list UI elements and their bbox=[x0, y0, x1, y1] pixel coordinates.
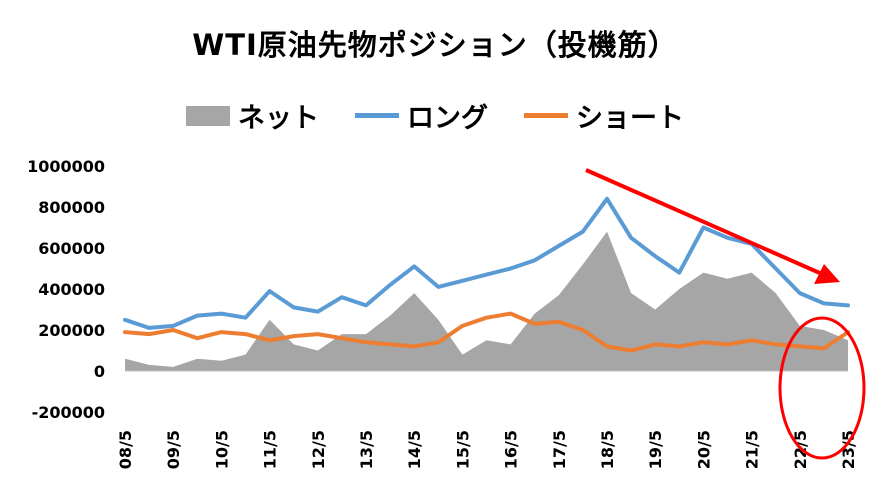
legend-label-net: ネット bbox=[238, 103, 319, 134]
series-area-net bbox=[125, 231, 848, 371]
y-tick-label: -200000 bbox=[32, 403, 105, 422]
y-tick-label: 400000 bbox=[38, 280, 105, 299]
x-tick-label: 20/5 bbox=[694, 430, 713, 469]
x-tick-label: 13/5 bbox=[357, 430, 376, 469]
chart-title: WTI原油先物ポジション（投機筋） bbox=[192, 28, 678, 62]
highlight-ellipse bbox=[778, 316, 866, 460]
trend-arrow-line bbox=[585, 168, 823, 276]
y-tick-label: 200000 bbox=[38, 321, 105, 340]
x-tick-label: 09/5 bbox=[164, 430, 183, 469]
x-tick-label: 19/5 bbox=[646, 430, 665, 469]
legend-item-long: ロング bbox=[355, 96, 488, 135]
series-line-short bbox=[123, 311, 850, 353]
legend-item-short: ショート bbox=[524, 96, 684, 135]
x-tick-label: 11/5 bbox=[261, 430, 280, 469]
x-tick-label: 16/5 bbox=[502, 430, 521, 469]
x-tick-label: 23/5 bbox=[839, 430, 858, 469]
x-tick-label: 15/5 bbox=[453, 430, 472, 469]
x-tick-label: 10/5 bbox=[212, 430, 231, 469]
x-tick-label: 17/5 bbox=[550, 430, 569, 469]
y-tick-label: 1000000 bbox=[27, 157, 105, 176]
legend-label-long: ロング bbox=[407, 103, 488, 134]
legend-swatch-short bbox=[524, 113, 568, 118]
y-tick-label: 0 bbox=[94, 362, 105, 381]
x-tick-label: 08/5 bbox=[116, 430, 135, 469]
legend-swatch-long bbox=[355, 113, 399, 118]
x-tick-label: 21/5 bbox=[743, 430, 762, 469]
x-tick-label: 14/5 bbox=[405, 430, 424, 469]
x-tick-label: 12/5 bbox=[309, 430, 328, 469]
y-tick-label: 600000 bbox=[38, 239, 105, 258]
legend-item-net: ネット bbox=[186, 96, 319, 135]
trend-arrow-head bbox=[814, 264, 840, 284]
legend-label-short: ショート bbox=[576, 103, 684, 134]
y-tick-label: 800000 bbox=[38, 198, 105, 217]
legend: ネット ロング ショート bbox=[0, 96, 870, 135]
legend-swatch-net bbox=[186, 105, 230, 126]
series-line-long bbox=[123, 196, 850, 330]
x-tick-label: 18/5 bbox=[598, 430, 617, 469]
